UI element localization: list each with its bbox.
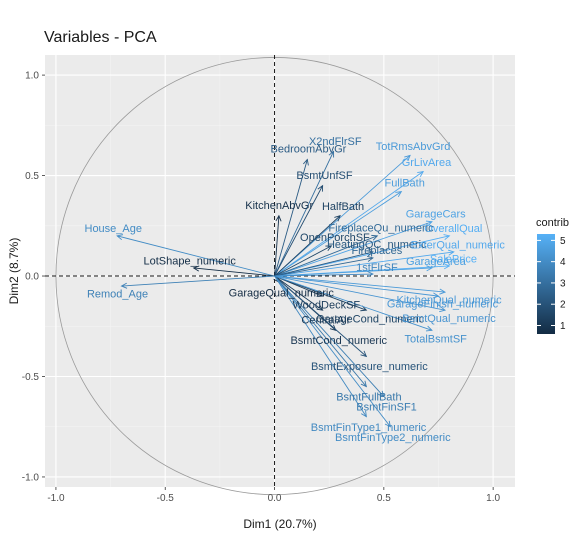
label-fireplaces: Fireplaces	[351, 245, 402, 257]
x-tick-label: -1.0	[47, 493, 65, 504]
legend-tick-label: 4	[560, 257, 566, 268]
label-openporchsf: OpenPorchSF	[300, 232, 370, 244]
label-bsmtfintype1-numeric: BsmtFinType1_numeric	[311, 422, 427, 434]
label-heatingqc-numeric: HeatingQC_numeric	[327, 239, 427, 251]
label-1stflrsf: 1stFlrSF	[356, 262, 398, 274]
arrow-x2ndflrsf	[274, 150, 335, 277]
label-kitchenabvgr: KitchenAbvGr	[245, 200, 313, 212]
arrow-bedroomabvgr	[274, 158, 309, 277]
arrow-garagefinish-numeric	[274, 275, 440, 299]
label-garagearea: GarageArea	[406, 256, 467, 268]
y-tick-label: -0.5	[22, 372, 40, 383]
arrow-fullbath	[274, 191, 403, 277]
arrow-halfbath	[274, 215, 341, 277]
arrow-bsmtunfsf	[274, 184, 324, 277]
arrow-remod-age	[120, 275, 275, 289]
label-exterqual-numeric: ExterQual_numeric	[411, 239, 506, 251]
x-tick-label: 0.0	[268, 493, 282, 504]
label-bsmtfintype2-numeric: BsmtFinType2_numeric	[335, 432, 451, 444]
x-tick-label: 1.0	[486, 493, 500, 504]
y-tick-label: 0.0	[25, 272, 39, 283]
label-garagecond-numeric: GarageCond_numeric	[316, 314, 425, 326]
arrow-bsmtfullbath	[274, 275, 368, 388]
legend-ticks: 1 2 3 4 5	[537, 236, 566, 332]
label-wooddecksf: WoodDeckSF	[292, 300, 360, 312]
label-bedroomabvgr: BedroomAbvGr	[271, 144, 347, 156]
y-tick-label: -1.0	[22, 472, 40, 483]
label-fullbath: FullBath	[384, 177, 424, 189]
label-lotshape-numeric: LotShape_numeric	[143, 256, 236, 268]
arrow-centralair	[274, 275, 324, 311]
legend-tick-label: 1	[560, 321, 566, 332]
arrow-fireplaces	[274, 255, 374, 277]
label-fireplacequ-numeric: FireplaceQu_numeric	[328, 222, 434, 234]
label-bsmtunfsf: BsmtUnfSF	[296, 170, 353, 182]
y-axis-ticks: -1.0 -0.5 0.0 0.5 1.0	[22, 71, 45, 483]
x-axis-label: Dim1 (20.7%)	[243, 517, 316, 531]
label-kitchenqual-numeric: KitchenQual_numeric	[396, 294, 502, 306]
label-garagecars: GarageCars	[406, 208, 466, 220]
arrow-bsmtfinsf1	[274, 275, 385, 398]
label-house-age: House_Age	[85, 223, 143, 235]
legend-tick-label: 2	[560, 300, 566, 311]
label-bsmtfullbath: BsmtFullBath	[336, 392, 401, 404]
label-bsmtqual-numeric: BsmtQual_numeric	[402, 313, 496, 325]
label-remod-age: Remod_Age	[87, 288, 148, 300]
label-totalbsmtsf: TotalBsmtSF	[405, 334, 468, 346]
contrib-legend: contrib 1 2 3 4 5	[536, 217, 569, 334]
arrow-totalbsmtsf	[274, 275, 433, 332]
arrow-garagecars	[274, 220, 433, 277]
label-bsmtfinsf1: BsmtFinSF1	[356, 402, 417, 414]
y-axis-label: Dim2 (8.7%)	[7, 238, 21, 305]
x-tick-label: 0.5	[377, 493, 391, 504]
legend-tick-label: 5	[560, 236, 566, 247]
label-overallqual: OverallQual	[424, 223, 482, 235]
label-bsmtexposure-numeric: BsmtExposure_numeric	[311, 361, 428, 373]
arrow-totrmsabvgrd	[274, 154, 411, 277]
legend-title: contrib	[536, 217, 569, 229]
y-tick-label: 0.5	[25, 171, 39, 182]
variable-arrows	[116, 150, 455, 428]
label-halfbath: HalfBath	[322, 201, 364, 213]
label-bsmtcond-numeric: BsmtCond_numeric	[290, 335, 387, 347]
arrow-kitchenabvgr	[274, 214, 282, 277]
label-garagefinish-numeric: GarageFinish_numeric	[387, 299, 499, 311]
arrow-openporchsf	[274, 245, 333, 277]
arrow-lotshape-numeric	[192, 265, 275, 277]
arrow-garagearea	[274, 265, 433, 277]
arrow-1stflrsf	[274, 271, 374, 278]
arrow-bsmtfintype2-numeric	[274, 275, 392, 428]
label-saleprice: SalePrice	[430, 254, 477, 266]
arrow-exterqual-numeric	[274, 249, 455, 277]
legend-colorbar	[537, 234, 555, 334]
legend-tick-label: 3	[560, 278, 566, 289]
y-tick-label: 1.0	[25, 71, 39, 82]
x-tick-label: -0.5	[157, 493, 175, 504]
arrow-bsmtqual-numeric	[274, 275, 447, 313]
arrow-house-age	[116, 234, 275, 277]
arrow-kitchenqual-numeric	[274, 275, 447, 295]
arrow-bsmtfintype1-numeric	[274, 275, 367, 418]
arrow-fireplacequ-numeric	[274, 234, 379, 277]
arrow-grlivarea	[274, 170, 425, 277]
x-axis-ticks: -1.0 -0.5 0.0 0.5 1.0	[47, 487, 501, 504]
chart-title: Variables - PCA	[44, 29, 157, 46]
arrow-bsmtexposure-numeric	[274, 275, 368, 358]
label-totrmsabvgrd: TotRmsAbvGrd	[376, 141, 451, 153]
label-grlivarea: GrLivArea	[402, 157, 452, 169]
variable-labels: X2ndFlrSF TotRmsAbvGrd BedroomAbvGr BsmtUnf…	[85, 136, 506, 444]
arrow-heatingqc-numeric	[274, 250, 374, 277]
label-centralair: CentralAir	[301, 314, 350, 326]
label-garagequal-numeric: GarageQual_numeric	[229, 287, 335, 299]
label-x2ndflrsf: X2ndFlrSF	[309, 136, 362, 148]
